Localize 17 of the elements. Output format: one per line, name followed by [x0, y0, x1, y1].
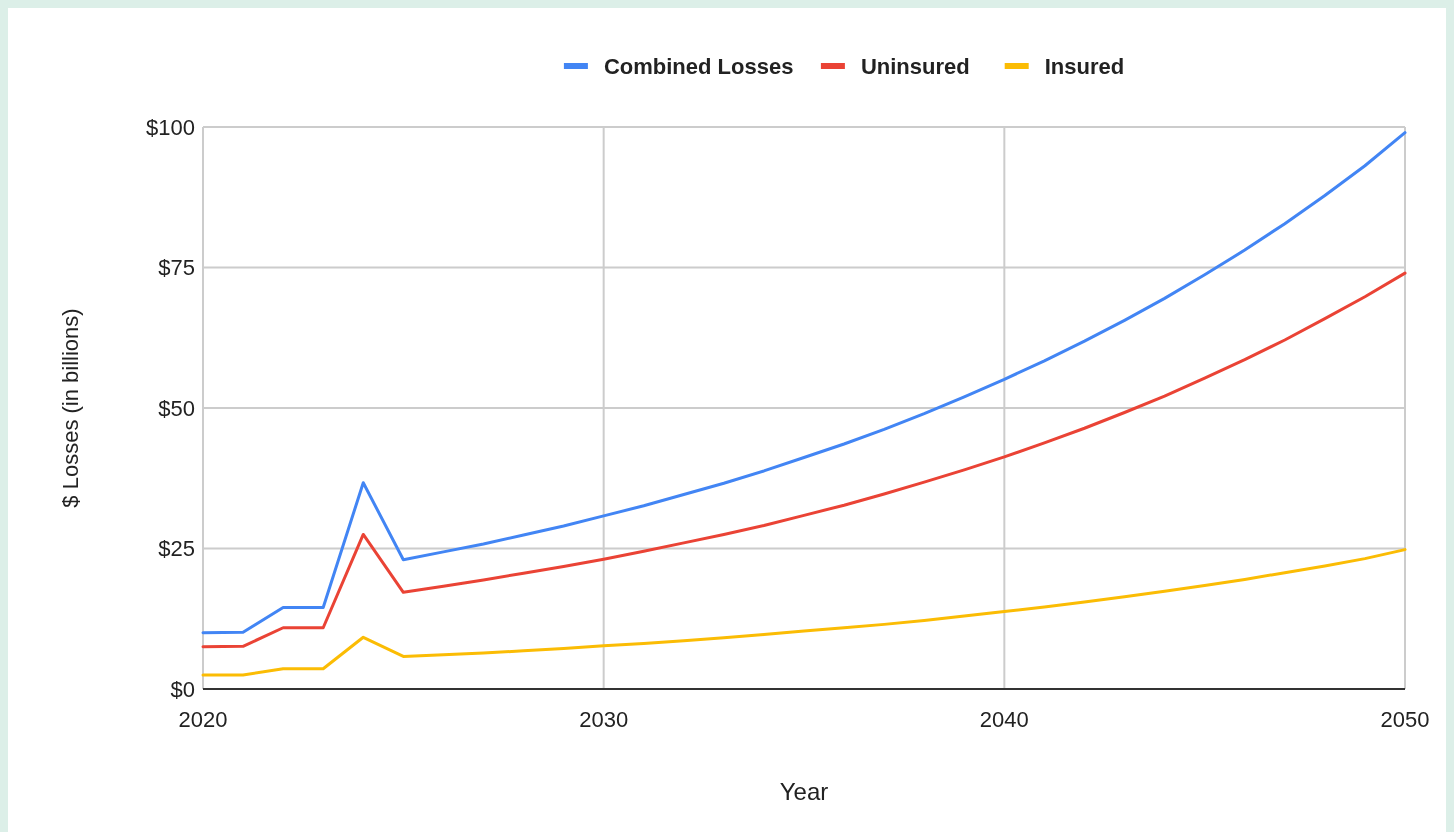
y-tick-label: $0 — [170, 676, 195, 702]
x-axis-title: Year — [779, 778, 829, 805]
x-tick-label: 2050 — [1380, 707, 1430, 732]
y-tick-label: $25 — [158, 536, 195, 562]
y-axis-title: $ Losses (in billions) — [58, 308, 83, 508]
x-tick-label: 2040 — [979, 707, 1029, 732]
legend-label: Combined Losses — [603, 53, 794, 79]
y-tick-label: $100 — [146, 114, 195, 140]
y-tick-label: $50 — [158, 395, 195, 421]
legend-label: Insured — [1044, 53, 1125, 79]
line-series — [201, 548, 1407, 677]
x-tick-label: 2020 — [178, 707, 228, 732]
y-tick-label: $75 — [158, 255, 195, 281]
legend-label: Uninsured — [860, 53, 970, 79]
line-series — [201, 131, 1407, 635]
x-tick-label: 2030 — [579, 707, 629, 732]
line-series — [201, 271, 1407, 649]
